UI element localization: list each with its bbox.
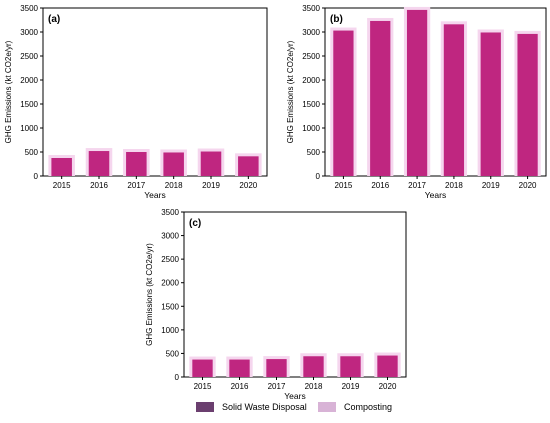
y-tick-label: 3500 — [302, 4, 320, 13]
bar — [443, 24, 465, 176]
y-tick-label: 3000 — [20, 28, 38, 37]
chart-panel-0: 0 500 1000 1500 2000 2500 3000 3500 2015 2016 2017… — [4, 4, 268, 200]
y-axis-label: GHG Emissions (kt CO2e/yr) — [4, 40, 13, 143]
chart-panel-2: 0 500 1000 1500 2000 2500 3000 3500 2015 2016 2017… — [145, 208, 407, 401]
solid-waste-swatch — [196, 402, 214, 412]
x-tick-label: 2018 — [305, 382, 323, 391]
bar — [163, 152, 184, 176]
x-axis-label: Years — [284, 391, 305, 401]
x-tick-label: 2015 — [194, 382, 212, 391]
panel-label: (a) — [48, 14, 60, 25]
y-tick-label: 1000 — [302, 124, 320, 133]
x-tick-label: 2016 — [371, 181, 389, 190]
legend-label-solid-waste: Solid Waste Disposal — [222, 402, 307, 412]
y-tick-label: 0 — [316, 172, 321, 181]
x-tick-label: 2015 — [335, 181, 353, 190]
x-axis-label: Years — [144, 190, 165, 200]
bar — [238, 156, 259, 176]
y-tick-label: 2000 — [302, 76, 320, 85]
plot-frame — [183, 211, 407, 378]
x-tick-label: 2017 — [268, 382, 286, 391]
x-tick-label: 2020 — [519, 181, 537, 190]
bar — [517, 33, 538, 176]
y-tick-label: 1500 — [20, 100, 38, 109]
y-tick-label: 2000 — [161, 279, 179, 288]
bar — [333, 30, 354, 177]
bar — [88, 151, 110, 176]
x-tick-label: 2016 — [231, 382, 249, 391]
y-tick-label: 500 — [307, 148, 321, 157]
y-tick-label: 2500 — [20, 52, 38, 61]
bar — [192, 359, 213, 377]
x-tick-label: 2016 — [90, 181, 108, 190]
panel-label: (c) — [189, 218, 201, 229]
bar — [51, 158, 72, 176]
bar — [229, 359, 250, 377]
bar — [377, 355, 398, 377]
y-tick-label: 1000 — [161, 326, 179, 335]
bar — [303, 356, 324, 377]
y-tick-label: 2500 — [302, 52, 320, 61]
y-tick-label: 3000 — [302, 28, 320, 37]
bar — [200, 151, 222, 176]
y-tick-label: 2000 — [20, 76, 38, 85]
bar — [480, 32, 501, 177]
legend: Solid Waste Disposal Composting — [0, 398, 550, 420]
x-tick-label: 2017 — [408, 181, 426, 190]
y-tick-label: 500 — [25, 148, 39, 157]
legend-item-composting: Composting — [318, 402, 392, 412]
y-tick-label: 3500 — [20, 4, 38, 13]
y-tick-label: 2500 — [161, 255, 179, 264]
x-tick-label: 2018 — [165, 181, 183, 190]
x-tick-label: 2015 — [53, 181, 71, 190]
y-tick-label: 1000 — [20, 124, 38, 133]
bar — [370, 20, 391, 177]
y-tick-label: 1500 — [161, 302, 179, 311]
panel-label: (b) — [330, 14, 343, 25]
bar — [340, 356, 361, 377]
y-tick-label: 1500 — [302, 100, 320, 109]
plot-frame — [42, 7, 268, 177]
y-tick-label: 3500 — [161, 208, 179, 217]
x-tick-label: 2018 — [445, 181, 463, 190]
legend-label-composting: Composting — [344, 402, 393, 412]
x-tick-label: 2019 — [342, 382, 360, 391]
y-tick-label: 0 — [34, 172, 39, 181]
y-axis-label: GHG Emissions (kt CO2e/yr) — [286, 40, 295, 143]
x-tick-label: 2020 — [379, 382, 397, 391]
x-tick-label: 2019 — [202, 181, 220, 190]
x-axis-label: Years — [425, 190, 446, 200]
legend-item-solid-waste: Solid Waste Disposal — [196, 402, 307, 412]
x-tick-label: 2019 — [482, 181, 500, 190]
y-tick-label: 3000 — [161, 232, 179, 241]
chart-panel-1: 0 500 1000 1500 2000 2500 3000 3500 2015 2016 2017… — [286, 4, 547, 200]
y-tick-label: 500 — [166, 349, 180, 358]
y-tick-label: 0 — [175, 373, 180, 382]
bar — [406, 9, 428, 177]
x-tick-label: 2017 — [127, 181, 145, 190]
composting-swatch — [318, 402, 336, 412]
plot-frame — [324, 7, 547, 177]
bar — [126, 152, 147, 176]
y-axis-label: GHG Emissions (kt CO2e/yr) — [145, 243, 154, 346]
x-tick-label: 2020 — [239, 181, 257, 190]
bar — [266, 359, 287, 377]
